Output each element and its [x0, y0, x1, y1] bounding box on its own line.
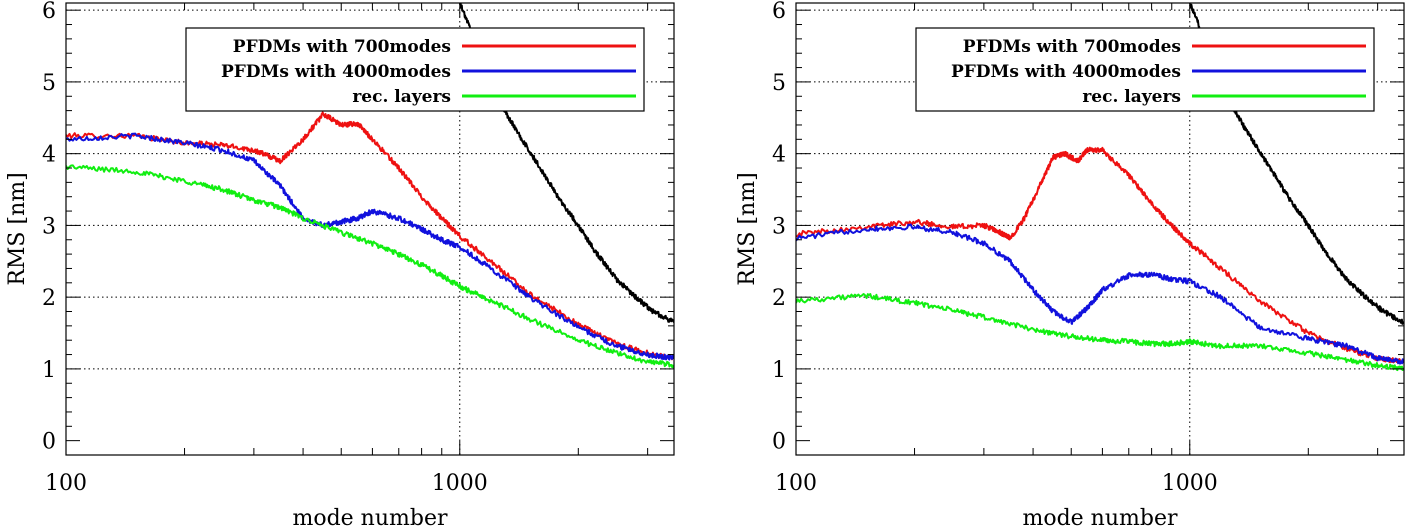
y-tick-label: 1: [42, 358, 56, 383]
series-line-pfdms-with-700modes: [66, 111, 674, 361]
y-tick-label: 6: [42, 0, 56, 24]
x-tick-label: 1000: [432, 471, 488, 496]
y-axis-title: RMS [nm]: [735, 172, 760, 285]
x-axis-title: mode number: [1022, 506, 1178, 531]
plot-frame: [795, 2, 1405, 456]
y-tick-label: 0: [772, 430, 786, 455]
series-line-pfdms-with-700modes: [796, 146, 1404, 364]
y-tick-label: 4: [42, 143, 56, 168]
legend: PFDMs with 700modes PFDMs with 4000modes r…: [185, 27, 645, 112]
y-tick-label: 2: [42, 286, 56, 311]
legend-label: PFDMs with 700modes: [963, 37, 1181, 57]
y-tick-label: 0: [42, 430, 56, 455]
legend-label: PFDMs with 700modes: [233, 37, 451, 57]
y-tick-label: 5: [772, 71, 786, 96]
legend-label: rec. layers: [352, 87, 451, 107]
series-line-rec-layers: [66, 164, 674, 369]
y-tick-label: 5: [42, 71, 56, 96]
y-tick-label: 4: [772, 143, 786, 168]
series-line-pfdms-with-4000modes: [796, 223, 1404, 365]
plot-frame: [65, 2, 675, 456]
legend: PFDMs with 700modes PFDMs with 4000modes r…: [915, 27, 1375, 112]
y-tick-label: 3: [42, 214, 56, 239]
x-tick-label: 100: [775, 471, 817, 496]
y-tick-label: 6: [772, 0, 786, 24]
y-tick-label: 2: [772, 286, 786, 311]
series-line-pfdms-with-4000modes: [66, 132, 674, 361]
x-tick-label: 1000: [1162, 471, 1218, 496]
y-tick-label: 3: [772, 214, 786, 239]
y-axis-title: RMS [nm]: [5, 172, 30, 285]
legend-label: PFDMs with 4000modes: [221, 62, 451, 82]
chart-panel-2: 0 1 2 3 4 5 6 100 1000 mode number RMS [nm] PFDMs w…: [735, 0, 1405, 531]
series-line-rec-layers: [796, 293, 1404, 372]
legend-label: PFDMs with 4000modes: [951, 62, 1181, 82]
y-tick-label: 1: [772, 358, 786, 383]
legend-label: rec. layers: [1082, 87, 1181, 107]
x-tick-label: 100: [45, 471, 87, 496]
chart-panel-1: 0 1 2 3 4 5 6 100 1000 mode number RMS [nm] PFDMs w…: [5, 0, 675, 531]
x-axis-title: mode number: [292, 506, 448, 531]
